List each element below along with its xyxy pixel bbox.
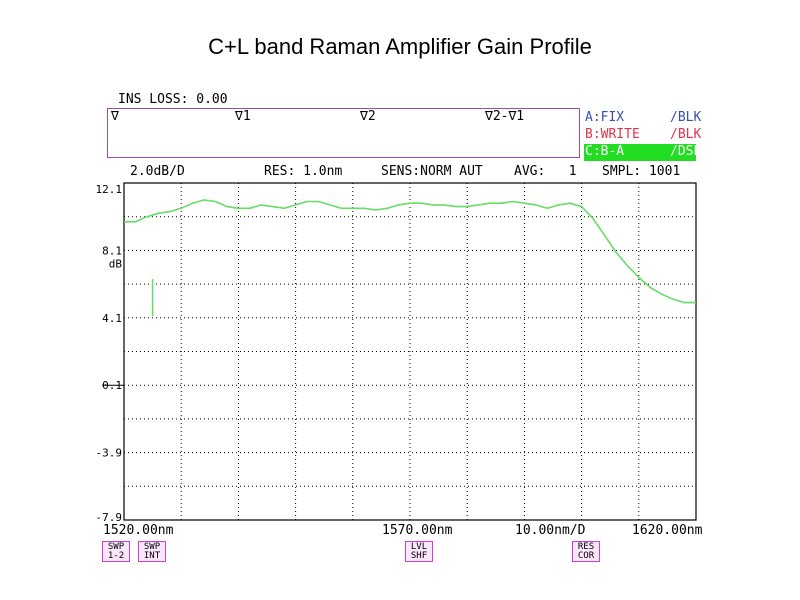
gain-trace-line <box>124 199 696 304</box>
sweep-1-2-key-line1: SWP <box>107 542 125 552</box>
level-shift-key-line2: SHF <box>410 551 428 561</box>
y-tick-label: 12.1 <box>96 183 123 196</box>
marker-panel: ∇ ∇1 ∇2 ∇2-∇1 <box>107 108 580 158</box>
sweep-interval-key-line1: SWP <box>143 542 161 552</box>
average-readout: AVG: 1 <box>514 164 577 179</box>
trace-c-row[interactable]: C:B-A /DSP <box>584 144 701 161</box>
x-end-label: 1620.00nm <box>632 523 703 538</box>
sampling-readout: SMPL: 1001 <box>602 164 681 179</box>
trace-b-mode: /BLK <box>670 127 702 142</box>
ins-loss-readout: INS LOSS: 0.00 <box>118 92 228 107</box>
sweep-interval-key-line2: INT <box>143 551 161 561</box>
scale-readout: 2.0dB/D <box>130 164 185 179</box>
marker-2[interactable]: ∇2 <box>360 109 376 124</box>
resolution-correction-key-line1: RES <box>577 542 595 552</box>
resolution-readout: RES: 1.0nm <box>264 164 343 179</box>
x-span-label: 10.00nm/D <box>515 523 586 538</box>
marker-1[interactable]: ∇1 <box>235 109 251 124</box>
sensitivity-readout: SENS:NORM AUT <box>381 164 483 179</box>
y-tick-label: -7.9 <box>96 511 123 524</box>
y-tick-label: -3.9 <box>96 447 123 460</box>
trace-a-label: A:FIX <box>585 110 625 125</box>
y-unit-label: dB <box>109 257 123 270</box>
sweep-interval-key[interactable]: SWP INT <box>138 541 166 562</box>
resolution-correction-key[interactable]: RES COR <box>572 541 600 562</box>
chart-title: C+L band Raman Amplifier Gain Profile <box>208 34 592 59</box>
x-center-label: 1570.00nm <box>382 523 453 538</box>
trace-b-row[interactable]: B:WRITE /BLK <box>584 127 701 144</box>
marker-reference[interactable]: ∇ <box>111 109 119 124</box>
y-tick-label: 8.1 <box>102 244 122 257</box>
trace-c-label: C:B-A <box>585 144 625 159</box>
trace-a-mode: /BLK <box>670 110 702 125</box>
x-start-label: 1520.00nm <box>103 523 174 538</box>
sweep-1-2-key-line2: 1-2 <box>107 551 125 561</box>
level-shift-key-line1: LVL <box>410 542 428 552</box>
trace-b-label: B:WRITE <box>585 127 640 142</box>
marker-delta[interactable]: ∇2-∇1 <box>485 109 525 124</box>
trace-a-row[interactable]: A:FIX /BLK <box>584 110 701 127</box>
sweep-1-2-key[interactable]: SWP 1-2 <box>102 541 130 562</box>
trace-legend: A:FIX /BLK B:WRITE /BLK C:B-A /DSP <box>584 110 701 161</box>
resolution-correction-key-line2: COR <box>577 551 595 561</box>
trace-c-mode: /DSP <box>670 144 702 159</box>
level-shift-key[interactable]: LVL SHF <box>405 541 433 562</box>
y-tick-label: 4.1 <box>102 312 122 325</box>
